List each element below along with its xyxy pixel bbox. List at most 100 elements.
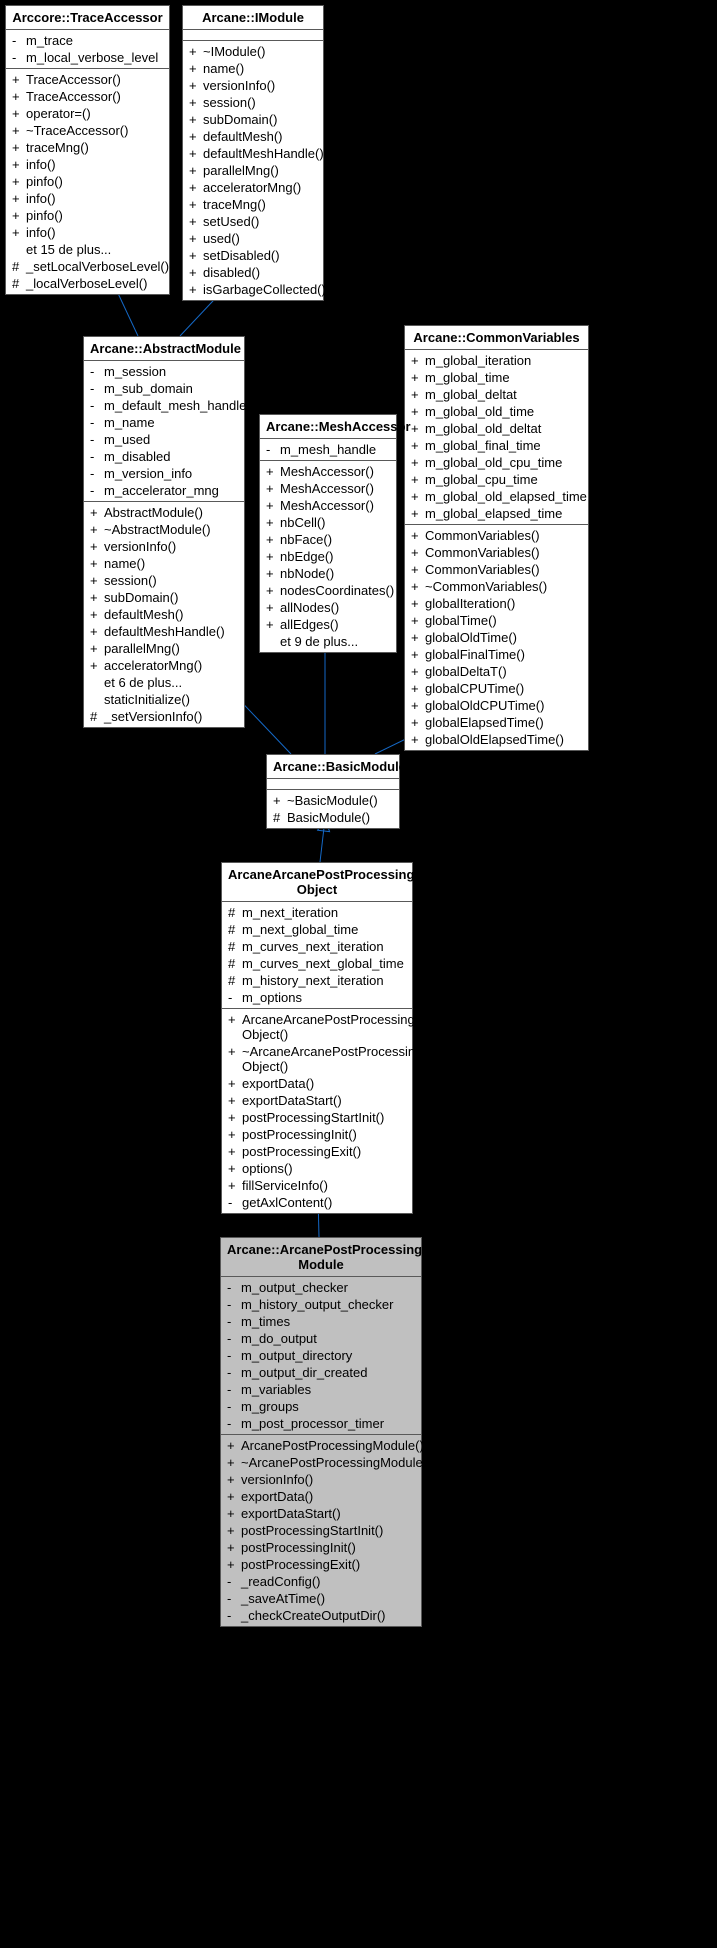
member-row: -m_do_output	[221, 1330, 421, 1347]
visibility: +	[90, 573, 104, 588]
visibility	[90, 675, 104, 690]
visibility: +	[228, 1161, 242, 1176]
member-row: -m_variables	[221, 1381, 421, 1398]
member-row: +exportDataStart()	[222, 1092, 412, 1109]
visibility: +	[189, 282, 203, 297]
member-name: m_global_old_cpu_time	[425, 455, 582, 470]
visibility: +	[227, 1506, 241, 1521]
member-row: +~IModule()	[183, 43, 323, 60]
member-row: +setDisabled()	[183, 247, 323, 264]
member-name: m_mesh_handle	[280, 442, 390, 457]
member-name: m_trace	[26, 33, 163, 48]
member-row: +~ArcaneArcanePostProcessingObject()	[222, 1043, 412, 1075]
member-row: #m_next_global_time	[222, 921, 412, 938]
member-name: m_global_old_deltat	[425, 421, 582, 436]
visibility: #	[228, 973, 242, 988]
member-name: parallelMng()	[104, 641, 238, 656]
member-name: pinfo()	[26, 174, 163, 189]
visibility: +	[12, 106, 26, 121]
visibility: +	[12, 191, 26, 206]
member-row: +globalIteration()	[405, 595, 588, 612]
member-name: m_global_old_time	[425, 404, 582, 419]
member-name: ~CommonVariables()	[425, 579, 582, 594]
class-section: +CommonVariables()+CommonVariables()+Com…	[405, 525, 588, 750]
visibility: +	[90, 522, 104, 537]
member-row: #_localVerboseLevel()	[6, 275, 169, 292]
visibility	[266, 634, 280, 649]
member-name: m_do_output	[241, 1331, 415, 1346]
member-row: +nodesCoordinates()	[260, 582, 396, 599]
member-name: ~ArcanePostProcessingModule()	[241, 1455, 431, 1470]
class-section: +AbstractModule()+~AbstractModule()+vers…	[84, 502, 244, 727]
member-name: allEdges()	[280, 617, 390, 632]
member-row: -_checkCreateOutputDir()	[221, 1607, 421, 1624]
member-name: defaultMesh()	[104, 607, 238, 622]
visibility: +	[189, 112, 203, 127]
visibility: +	[90, 641, 104, 656]
visibility: +	[189, 180, 203, 195]
visibility: +	[411, 472, 425, 487]
member-row: #_setVersionInfo()	[84, 708, 244, 725]
member-row: +operator=()	[6, 105, 169, 122]
visibility: +	[227, 1540, 241, 1555]
visibility: +	[12, 208, 26, 223]
member-row: +versionInfo()	[183, 77, 323, 94]
member-row: -m_sub_domain	[84, 380, 244, 397]
member-name: _localVerboseLevel()	[26, 276, 163, 291]
member-name: m_output_checker	[241, 1280, 415, 1295]
member-row: +ArcaneArcanePostProcessingObject()	[222, 1011, 412, 1043]
member-row: +MeshAccessor()	[260, 463, 396, 480]
member-row: +parallelMng()	[183, 162, 323, 179]
visibility: +	[12, 157, 26, 172]
member-name: globalElapsedTime()	[425, 715, 582, 730]
member-name: info()	[26, 191, 163, 206]
member-name: nbEdge()	[280, 549, 390, 564]
member-name: TraceAccessor()	[26, 89, 163, 104]
member-row: +~CommonVariables()	[405, 578, 588, 595]
class-section: +ArcanePostProcessingModule()+~ArcanePos…	[221, 1435, 421, 1626]
member-row: -m_disabled	[84, 448, 244, 465]
class-section: -m_trace-m_local_verbose_level	[6, 30, 169, 69]
visibility: +	[227, 1557, 241, 1572]
member-name: ~IModule()	[203, 44, 317, 59]
class-imodule: Arcane::IModule+~IModule()+name()+versio…	[182, 5, 324, 301]
class-appobj: ArcaneArcanePostProcessingObject #m_next_…	[221, 862, 413, 1214]
member-row: +m_global_final_time	[405, 437, 588, 454]
class-title: ArcaneArcanePostProcessingObject	[222, 863, 412, 902]
member-name: et 6 de plus...	[104, 675, 238, 690]
class-section: -m_mesh_handle	[260, 439, 396, 461]
class-section: +~BasicModule()#BasicModule()	[267, 790, 399, 828]
member-row: +~ArcanePostProcessingModule()	[221, 1454, 421, 1471]
member-name: globalIteration()	[425, 596, 582, 611]
visibility: +	[12, 72, 26, 87]
visibility: -	[266, 442, 280, 457]
class-title: Arcane::IModule	[183, 6, 323, 30]
member-name: exportData()	[242, 1076, 406, 1091]
member-row: +parallelMng()	[84, 640, 244, 657]
member-name: acceleratorMng()	[104, 658, 238, 673]
class-common: Arcane::CommonVariables+m_global_iterati…	[404, 325, 589, 751]
member-row: staticInitialize()	[84, 691, 244, 708]
member-name: m_global_deltat	[425, 387, 582, 402]
visibility: +	[228, 1144, 242, 1159]
member-name: m_history_output_checker	[241, 1297, 415, 1312]
member-name: m_curves_next_iteration	[242, 939, 406, 954]
member-row: +name()	[183, 60, 323, 77]
member-name: staticInitialize()	[104, 692, 238, 707]
visibility: +	[411, 715, 425, 730]
visibility: +	[266, 481, 280, 496]
visibility: -	[227, 1348, 241, 1363]
member-name: versionInfo()	[241, 1472, 415, 1487]
member-name: nbFace()	[280, 532, 390, 547]
visibility: +	[411, 404, 425, 419]
member-row: +setUsed()	[183, 213, 323, 230]
visibility: +	[411, 387, 425, 402]
member-row: +globalOldCPUTime()	[405, 697, 588, 714]
member-row: +globalTime()	[405, 612, 588, 629]
member-row: +fillServiceInfo()	[222, 1177, 412, 1194]
class-section: +ArcaneArcanePostProcessingObject()+~Arc…	[222, 1009, 412, 1213]
visibility	[12, 242, 26, 257]
visibility: +	[228, 1110, 242, 1125]
member-name: ~TraceAccessor()	[26, 123, 163, 138]
member-row: +info()	[6, 224, 169, 241]
